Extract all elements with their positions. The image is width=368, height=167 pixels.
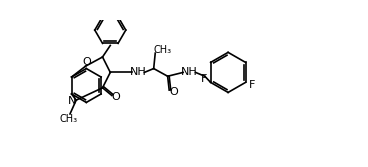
Text: N: N	[68, 96, 77, 106]
Text: CH₃: CH₃	[59, 114, 78, 124]
Text: O: O	[169, 87, 178, 97]
Text: O: O	[112, 92, 120, 102]
Text: F: F	[248, 80, 255, 90]
Text: O: O	[83, 57, 91, 67]
Text: F: F	[201, 74, 208, 84]
Text: CH₃: CH₃	[154, 45, 172, 55]
Text: NH: NH	[130, 67, 146, 77]
Text: NH: NH	[181, 67, 198, 77]
